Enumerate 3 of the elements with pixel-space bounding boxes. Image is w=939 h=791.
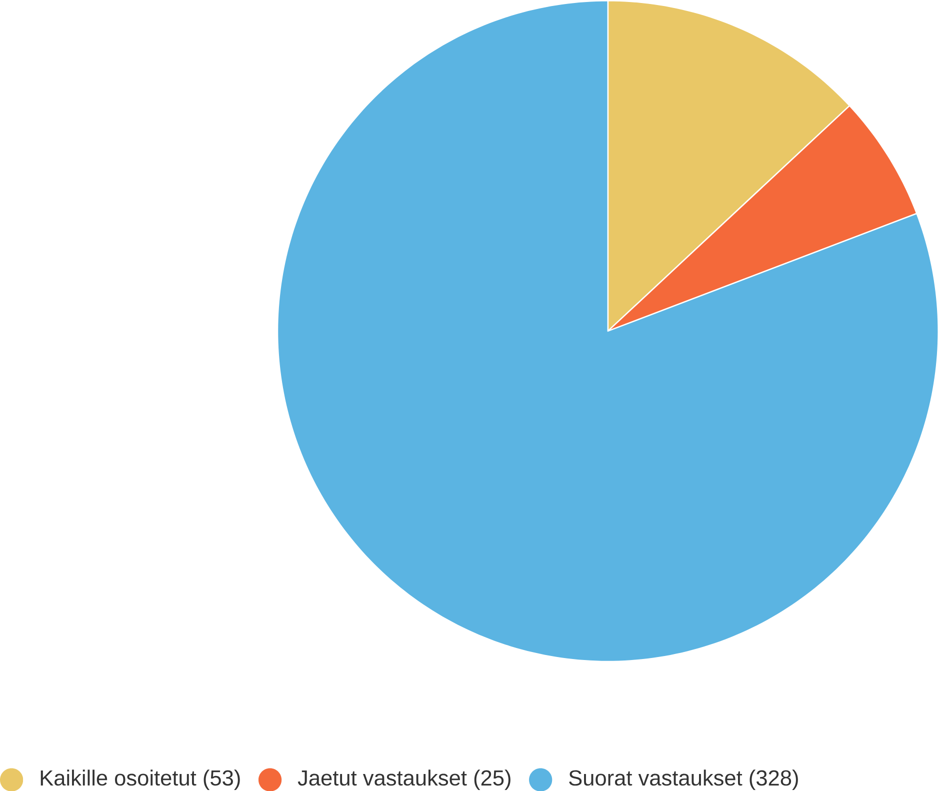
legend-label: Jaetut vastaukset (25) (298, 769, 510, 790)
legend-label: Suorat vastaukset (328) (569, 769, 798, 790)
legend-label: Kaikille osoitetut (53) (40, 769, 240, 790)
